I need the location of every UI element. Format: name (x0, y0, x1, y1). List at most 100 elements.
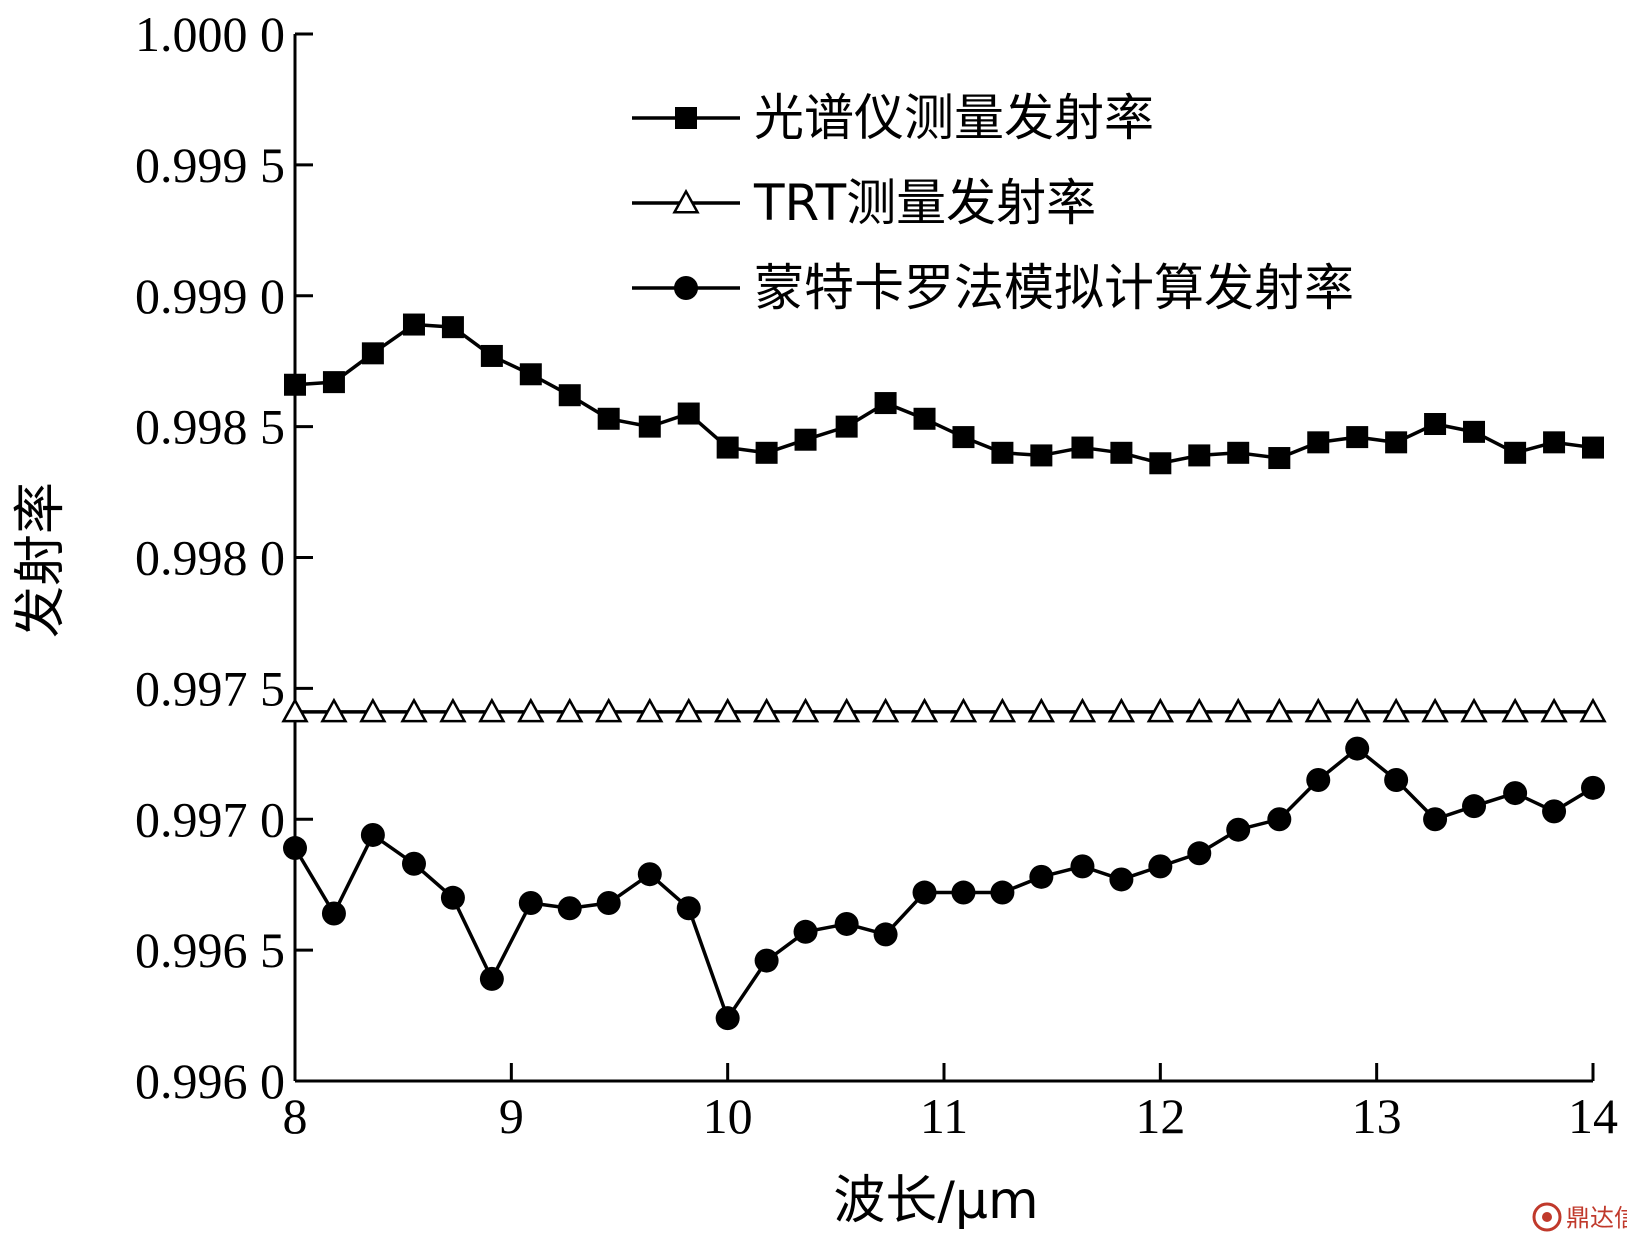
x-tick-label: 12 (1135, 1088, 1185, 1144)
watermark-text: 鼎达信 (1566, 1204, 1627, 1232)
data-point (400, 697, 428, 723)
legend-entry: 蒙特卡罗法模拟计算发射率 (632, 259, 1354, 317)
data-point (1582, 436, 1604, 459)
data-point (988, 697, 1017, 723)
y-tick-label: 0.998 0 (135, 530, 285, 586)
legend-entry: 光谱仪测量发射率 (632, 89, 1154, 147)
data-point (1306, 767, 1331, 792)
data-point (1343, 697, 1371, 723)
data-point (517, 697, 545, 723)
legend-label: TRT测量发射率 (753, 174, 1096, 232)
data-point (832, 697, 861, 723)
data-point (793, 919, 818, 944)
data-point (360, 822, 385, 847)
y-tick-label: 1.000 0 (135, 6, 285, 62)
y-axis-title: 发射率 (11, 482, 71, 638)
legend-marker (675, 107, 697, 129)
data-point (1107, 697, 1136, 723)
series-layer (281, 313, 1607, 1031)
data-point (478, 697, 506, 723)
data-point (1187, 841, 1212, 866)
data-point (910, 697, 939, 723)
seal-icon (1532, 1202, 1562, 1232)
y-tick-label: 0.998 5 (135, 399, 285, 455)
data-point (1543, 431, 1566, 454)
y-tick-label: 0.997 5 (135, 660, 285, 716)
data-point (1267, 807, 1292, 832)
data-point (1345, 736, 1370, 761)
data-point (320, 697, 348, 723)
y-tick-label: 0.996 5 (135, 922, 285, 978)
data-point (1504, 441, 1527, 464)
x-tick-label: 11 (920, 1088, 968, 1144)
data-point (595, 697, 623, 723)
data-point (1540, 697, 1568, 723)
data-point (1462, 794, 1487, 819)
y-tick-label: 0.999 0 (135, 268, 285, 324)
data-point (1385, 431, 1408, 454)
data-point (1070, 854, 1095, 879)
data-point (440, 885, 465, 910)
data-point (636, 697, 664, 723)
data-point (1149, 452, 1172, 475)
data-point (1148, 854, 1173, 879)
data-point (1460, 697, 1488, 723)
data-point (284, 373, 306, 396)
data-point (1423, 807, 1448, 832)
data-point (949, 697, 978, 723)
series-square (284, 313, 1604, 475)
data-point (1068, 697, 1097, 723)
data-point (558, 384, 581, 407)
data-point (755, 441, 778, 464)
x-tick-label: 13 (1352, 1088, 1402, 1144)
y-tick-label: 0.997 0 (135, 791, 285, 847)
data-point (952, 426, 975, 449)
data-point (1265, 697, 1293, 723)
data-point (791, 697, 820, 723)
data-point (1542, 799, 1567, 824)
data-point (716, 436, 739, 459)
data-point (322, 371, 345, 394)
y-tick-label: 0.999 5 (135, 137, 285, 193)
data-point (834, 911, 859, 936)
data-point (1227, 441, 1250, 464)
legend-marker (674, 276, 698, 300)
x-tick-label: 10 (703, 1088, 753, 1144)
data-point (1307, 431, 1330, 454)
data-point (1421, 697, 1449, 723)
data-point (677, 402, 700, 425)
data-point (637, 862, 662, 887)
data-point (1027, 697, 1056, 723)
data-point (713, 697, 742, 723)
x-tick-label: 9 (499, 1088, 524, 1144)
legend-entry: TRT测量发射率 (632, 174, 1096, 232)
data-point (361, 342, 384, 365)
data-point (1071, 436, 1094, 459)
data-point (321, 901, 346, 926)
data-point (1579, 697, 1607, 723)
data-point (871, 697, 900, 723)
legend-label: 光谱仪测量发射率 (754, 89, 1154, 147)
data-point (1424, 413, 1447, 436)
data-point (597, 407, 620, 430)
data-point (283, 836, 307, 861)
data-point (556, 697, 584, 723)
data-point (1146, 697, 1175, 723)
data-point (402, 313, 425, 336)
data-point (873, 922, 898, 947)
data-point (991, 441, 1014, 464)
legend-label: 蒙特卡罗法模拟计算发射率 (754, 259, 1354, 317)
data-point (401, 851, 426, 876)
data-point (990, 880, 1015, 905)
series-line (294, 322, 1594, 466)
data-point (1224, 697, 1252, 723)
data-point (1503, 781, 1528, 806)
data-point (638, 415, 661, 438)
data-point (1382, 697, 1410, 723)
data-point (1304, 697, 1332, 723)
data-point (1581, 775, 1605, 800)
x-axis-title: 波长/μm (833, 1171, 1038, 1231)
data-point (1188, 444, 1211, 467)
data-point (359, 697, 387, 723)
